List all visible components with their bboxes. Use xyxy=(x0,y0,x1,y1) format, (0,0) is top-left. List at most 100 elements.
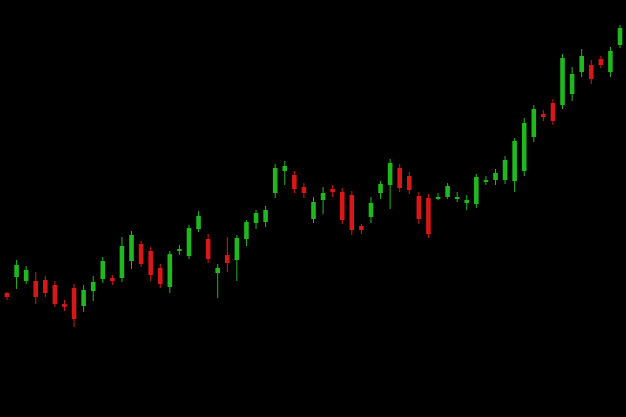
candle-body xyxy=(224,255,230,263)
candle-body xyxy=(110,278,115,281)
bearish-candle-42 xyxy=(397,164,403,192)
bullish-candle-48 xyxy=(454,192,460,202)
candle-body xyxy=(435,197,441,199)
candle-body xyxy=(330,189,335,192)
bullish-candle-61 xyxy=(579,49,584,77)
candle-body xyxy=(550,103,556,121)
bullish-candle-41 xyxy=(387,159,393,209)
bullish-candle-65 xyxy=(617,25,623,48)
candle-body xyxy=(339,192,345,220)
bullish-candle-20 xyxy=(186,225,192,259)
bullish-candle-13 xyxy=(119,237,125,282)
candle-body xyxy=(244,222,249,239)
bullish-candle-60 xyxy=(569,67,575,101)
candle-body xyxy=(588,65,594,79)
candle-body xyxy=(100,261,106,279)
bullish-candle-46 xyxy=(435,193,441,200)
candle-body xyxy=(617,28,623,45)
candle-body xyxy=(579,56,584,72)
bearish-candle-7 xyxy=(62,300,67,311)
candle-body xyxy=(62,304,67,307)
candle-body xyxy=(177,249,182,251)
candle-body xyxy=(502,160,508,180)
bullish-candle-59 xyxy=(560,54,565,109)
candle-body xyxy=(43,280,48,293)
bearish-candle-36 xyxy=(339,188,345,224)
candle-body xyxy=(263,210,268,222)
candle-body xyxy=(71,288,77,319)
candle-body xyxy=(397,168,403,188)
bullish-candle-52 xyxy=(493,169,498,185)
candle-body xyxy=(167,254,173,287)
candle-body xyxy=(416,196,422,219)
bearish-candle-31 xyxy=(292,171,297,193)
candle-body xyxy=(33,281,39,297)
bearish-candle-17 xyxy=(157,264,163,288)
bearish-candle-5 xyxy=(43,276,48,297)
bullish-candle-14 xyxy=(129,231,134,269)
candle-body xyxy=(52,285,58,304)
bullish-candle-19 xyxy=(177,245,182,255)
candle-body xyxy=(521,123,527,171)
bearish-candle-43 xyxy=(406,172,412,194)
candle-body xyxy=(292,175,297,189)
candle-body xyxy=(454,197,460,199)
bullish-candle-56 xyxy=(531,105,537,142)
bullish-candle-18 xyxy=(167,251,173,293)
bearish-candle-57 xyxy=(541,110,546,121)
candle-body xyxy=(205,239,211,259)
candle-body xyxy=(541,114,546,117)
candle-body xyxy=(186,228,192,256)
bearish-candle-22 xyxy=(205,234,211,263)
bullish-candle-51 xyxy=(483,176,489,185)
bearish-candle-37 xyxy=(349,191,355,235)
candle-body xyxy=(4,293,10,297)
candle-body xyxy=(14,265,19,277)
bullish-candle-49 xyxy=(464,195,470,210)
bearish-candle-16 xyxy=(148,247,153,281)
candle-body xyxy=(608,51,613,72)
candle-body xyxy=(234,238,240,260)
candle-body xyxy=(311,202,316,219)
bullish-candle-21 xyxy=(196,211,201,232)
candle-body xyxy=(445,186,450,197)
candle-body xyxy=(196,216,201,229)
bearish-candle-35 xyxy=(330,185,335,197)
bullish-candle-30 xyxy=(282,161,288,185)
bearish-candle-38 xyxy=(359,224,364,234)
candle-body xyxy=(320,193,326,200)
bullish-candle-27 xyxy=(253,210,259,229)
bullish-candle-50 xyxy=(474,174,479,208)
bullish-candle-23 xyxy=(215,264,221,298)
bullish-candle-39 xyxy=(368,197,374,223)
candle-body xyxy=(474,177,479,204)
candle-body xyxy=(157,268,163,284)
bearish-candle-45 xyxy=(426,194,431,238)
bullish-candle-29 xyxy=(272,164,278,198)
bearish-candle-24 xyxy=(224,237,230,272)
bearish-candle-32 xyxy=(301,183,307,198)
candle-body xyxy=(81,290,86,306)
candle-body xyxy=(138,244,144,264)
candle-body xyxy=(368,203,374,217)
candle-body xyxy=(406,176,412,190)
candle-body xyxy=(493,173,498,180)
bullish-candle-11 xyxy=(100,257,106,283)
candle-body xyxy=(512,141,517,181)
bullish-candle-47 xyxy=(445,183,450,199)
candle-body xyxy=(129,235,134,261)
candle-body xyxy=(464,200,470,203)
bearish-candle-8 xyxy=(71,284,77,327)
candle-body xyxy=(215,268,221,273)
candle-body xyxy=(23,270,29,281)
bullish-candle-9 xyxy=(81,285,86,312)
bearish-candle-6 xyxy=(52,281,58,307)
candle-body xyxy=(569,74,575,94)
candle-body xyxy=(148,251,153,275)
bullish-candle-55 xyxy=(521,118,527,176)
candle-body xyxy=(301,187,307,193)
bullish-candle-26 xyxy=(244,220,249,246)
bearish-candle-58 xyxy=(550,99,556,125)
